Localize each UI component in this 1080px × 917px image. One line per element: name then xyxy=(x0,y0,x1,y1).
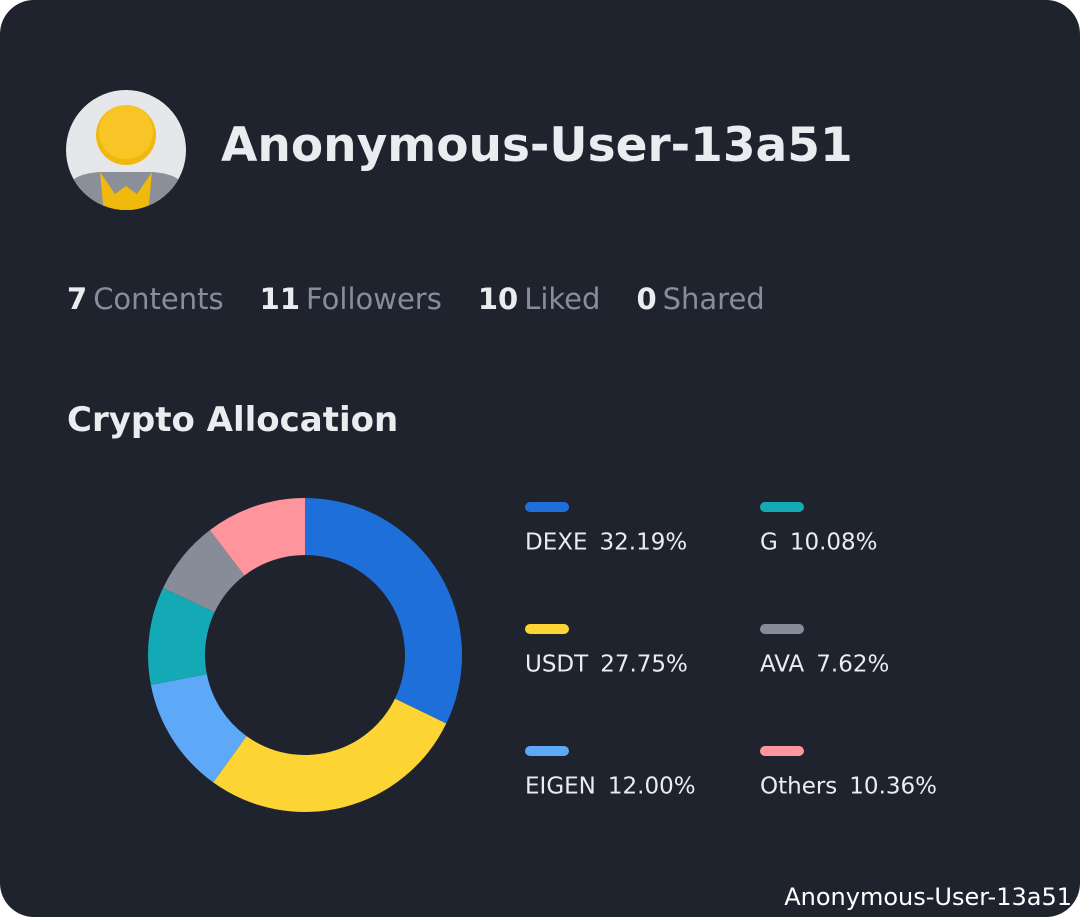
legend-swatch xyxy=(760,746,804,756)
chart-title: Crypto Allocation xyxy=(67,400,399,440)
stat[interactable]: 7 Contents xyxy=(67,282,224,316)
legend-value: 32.19% xyxy=(600,530,688,556)
legend-value: 10.08% xyxy=(790,530,878,556)
legend-value: 10.36% xyxy=(849,774,937,800)
watermark: Anonymous-User-13a51 xyxy=(784,883,1072,911)
stats: 7 Contents 11 Followers 10 Liked 0 Shared xyxy=(67,282,765,316)
avatar xyxy=(66,90,186,210)
slice xyxy=(148,587,215,686)
stat[interactable]: 10 Liked xyxy=(478,282,601,316)
user-name: Anonymous-User-13a51 xyxy=(221,118,853,173)
legend-swatch xyxy=(525,746,569,756)
slice xyxy=(305,498,463,724)
legend-label: AVA xyxy=(760,652,805,678)
stat-label: Liked xyxy=(524,282,601,316)
legend-label: EIGEN xyxy=(525,774,596,800)
slice xyxy=(209,498,305,576)
legend-label: G xyxy=(760,530,778,556)
legend-swatch xyxy=(525,624,569,634)
legend-swatch xyxy=(525,502,569,512)
stat[interactable]: 0 Shared xyxy=(636,282,764,316)
legend-value: 27.75% xyxy=(600,652,688,678)
slice xyxy=(150,674,247,783)
legend-label: DEXE xyxy=(525,530,588,556)
legend-swatch xyxy=(760,502,804,512)
stat-count: 10 xyxy=(477,282,519,316)
stat[interactable]: 11 Followers xyxy=(260,282,442,316)
legend-label: Others xyxy=(760,774,837,800)
legend-swatch xyxy=(760,624,804,634)
slice xyxy=(213,698,447,812)
slice xyxy=(163,530,245,613)
stat-count: 0 xyxy=(636,282,657,316)
stat-label: Contents xyxy=(93,282,224,316)
stat-count: 7 xyxy=(67,282,88,316)
legend-value: 7.62% xyxy=(816,652,889,678)
stat-label: Shared xyxy=(662,282,765,316)
stat-count: 11 xyxy=(259,282,300,316)
stat-label: Followers xyxy=(306,282,442,316)
legend-value: 12.00% xyxy=(608,774,696,800)
legend-label: USDT xyxy=(525,652,589,678)
